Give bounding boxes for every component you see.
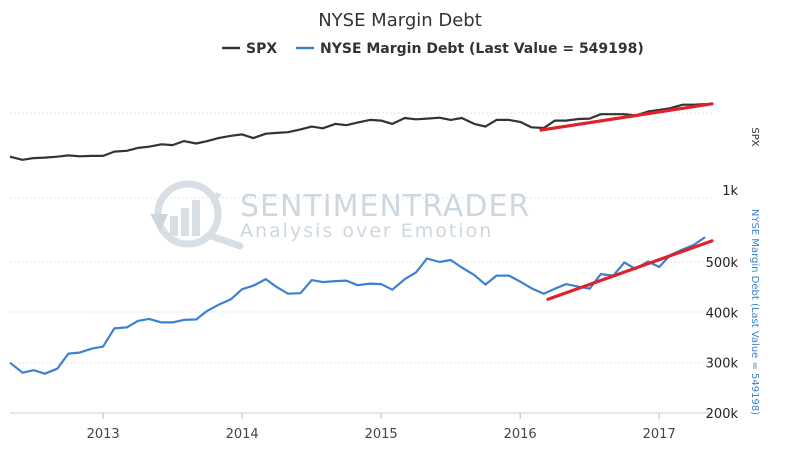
legend-item-margin-debt[interactable]: NYSE Margin Debt (Last Value = 549198): [296, 41, 644, 57]
y-axis-spx: 1k: [722, 184, 738, 199]
chart-title: NYSE Margin Debt: [318, 10, 482, 31]
series-line-spx: [9, 103, 706, 161]
x-tick-label: 2016: [504, 427, 537, 442]
x-tick-label: 2014: [226, 427, 259, 442]
trendline-margin-debt: [546, 239, 714, 301]
watermark: SENTIMENTRADER Analysis over Emotion: [150, 180, 530, 250]
y-tick-label-margin-debt: 300k: [706, 357, 739, 372]
y-axis-margin-debt: 500k 400k 300k 200k: [706, 256, 739, 422]
legend-item-spx[interactable]: SPX: [222, 41, 277, 57]
x-axis: 2013 2014 2015 2016 2017: [87, 413, 676, 442]
watermark-tagline: Analysis over Emotion: [240, 220, 493, 242]
x-tick-label: 2013: [87, 427, 120, 442]
gridlines: [10, 112, 712, 414]
axis-title-margin-debt: NYSE Margin Debt (Last Value = 549198): [749, 209, 760, 415]
y-tick-label-margin-debt: 500k: [706, 256, 739, 271]
x-tick-label: 2015: [365, 427, 398, 442]
watermark-brand: SENTIMENTRADER: [240, 189, 530, 224]
watermark-logo-icon: [150, 180, 244, 250]
series-layer: [9, 103, 706, 375]
legend: SPX NYSE Margin Debt (Last Value = 54919…: [222, 41, 644, 57]
trendline-spx: [539, 102, 714, 132]
legend-label-margin-debt: NYSE Margin Debt (Last Value = 549198): [320, 41, 644, 57]
x-tick-label: 2017: [643, 427, 676, 442]
trendlines: [539, 102, 714, 301]
series-line-margin-debt: [9, 236, 706, 375]
axis-title-spx: SPX: [749, 127, 760, 146]
y-tick-label-spx: 1k: [722, 184, 738, 199]
y-tick-label-margin-debt: 400k: [706, 306, 739, 321]
legend-label-spx: SPX: [246, 41, 277, 57]
y-tick-label-margin-debt: 200k: [706, 407, 739, 422]
